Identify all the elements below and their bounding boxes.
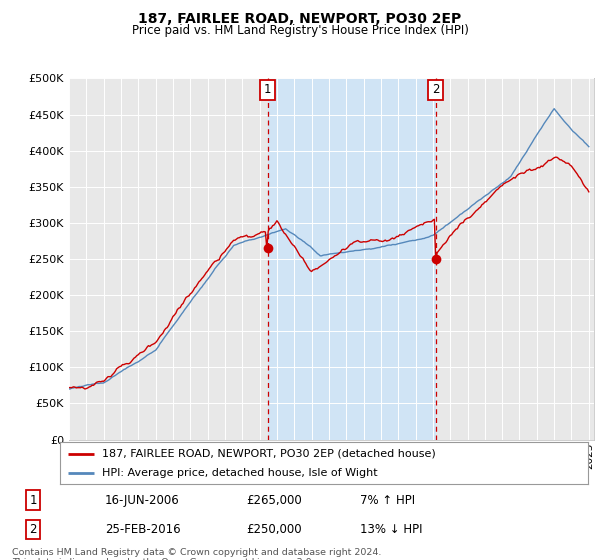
Text: £250,000: £250,000 <box>246 523 302 536</box>
Text: 2: 2 <box>29 523 37 536</box>
Text: £265,000: £265,000 <box>246 493 302 507</box>
Text: 13% ↓ HPI: 13% ↓ HPI <box>360 523 422 536</box>
Text: 16-JUN-2006: 16-JUN-2006 <box>105 493 180 507</box>
Text: 1: 1 <box>264 83 271 96</box>
Text: Price paid vs. HM Land Registry's House Price Index (HPI): Price paid vs. HM Land Registry's House … <box>131 24 469 37</box>
Text: 2: 2 <box>432 83 439 96</box>
Bar <box>268 78 436 440</box>
Text: 7% ↑ HPI: 7% ↑ HPI <box>360 493 415 507</box>
Text: 1: 1 <box>29 493 37 507</box>
Text: 187, FAIRLEE ROAD, NEWPORT, PO30 2EP: 187, FAIRLEE ROAD, NEWPORT, PO30 2EP <box>139 12 461 26</box>
Text: HPI: Average price, detached house, Isle of Wight: HPI: Average price, detached house, Isle… <box>102 468 378 478</box>
Text: 25-FEB-2016: 25-FEB-2016 <box>105 523 181 536</box>
Text: Contains HM Land Registry data © Crown copyright and database right 2024.
This d: Contains HM Land Registry data © Crown c… <box>12 548 382 560</box>
Text: 187, FAIRLEE ROAD, NEWPORT, PO30 2EP (detached house): 187, FAIRLEE ROAD, NEWPORT, PO30 2EP (de… <box>102 449 436 459</box>
